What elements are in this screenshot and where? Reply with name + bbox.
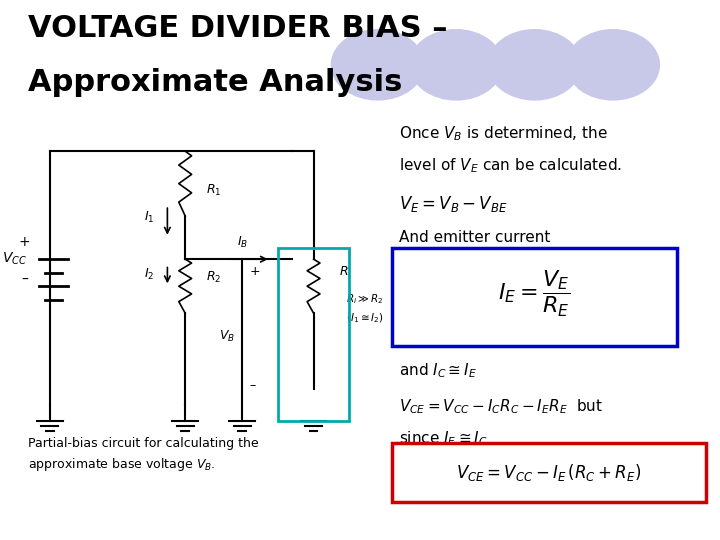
Circle shape [567,30,660,100]
Text: $I_1$: $I_1$ [144,211,155,226]
Text: +: + [249,265,260,279]
Text: Approximate Analysis: Approximate Analysis [28,68,402,97]
Text: –: – [22,273,28,287]
Text: +: + [19,235,30,249]
Text: $(I_1 \cong I_2)$: $(I_1 \cong I_2)$ [346,312,384,325]
Text: $I_2$: $I_2$ [145,267,155,282]
Text: And emitter current: And emitter current [399,230,551,245]
FancyBboxPatch shape [392,443,706,502]
Text: $V_E = V_B - V_{BE}$: $V_E = V_B - V_{BE}$ [399,194,508,214]
Text: Once $V_B$ is determined, the: Once $V_B$ is determined, the [399,124,608,143]
Text: $V_B$: $V_B$ [219,329,235,345]
Text: –: – [249,379,256,392]
Text: $I_B$: $I_B$ [237,235,248,250]
Text: VOLTAGE DIVIDER BIAS –: VOLTAGE DIVIDER BIAS – [28,14,448,43]
Text: since $I_E \cong I_C$: since $I_E \cong I_C$ [399,429,488,448]
Text: $R_i \gg R_2$: $R_i \gg R_2$ [346,292,383,306]
Circle shape [410,30,503,100]
Text: $V_{CC}$: $V_{CC}$ [1,251,27,267]
Text: $R_2$: $R_2$ [206,270,221,285]
Text: $I_E = \dfrac{V_E}{R_E}$: $I_E = \dfrac{V_E}{R_E}$ [498,269,571,319]
Text: $R_1$: $R_1$ [206,184,222,199]
Text: $V_{CE} = V_{CC} - I_C R_C - I_E R_E$  but: $V_{CE} = V_{CC} - I_C R_C - I_E R_E$ bu… [399,397,603,416]
Text: and $I_C \cong I_E$: and $I_C \cong I_E$ [399,362,477,381]
FancyBboxPatch shape [392,248,678,346]
Circle shape [488,30,581,100]
Text: $V_{CE} = V_{CC} - I_E\,(R_C + R_E)$: $V_{CE} = V_{CC} - I_E\,(R_C + R_E)$ [456,462,642,483]
Circle shape [331,30,424,100]
Text: $R_i$: $R_i$ [338,265,351,280]
Text: level of $V_E$ can be calculated.: level of $V_E$ can be calculated. [399,157,622,176]
Text: Partial-bias circuit for calculating the
approximate base voltage $V_B$.: Partial-bias circuit for calculating the… [28,437,259,474]
